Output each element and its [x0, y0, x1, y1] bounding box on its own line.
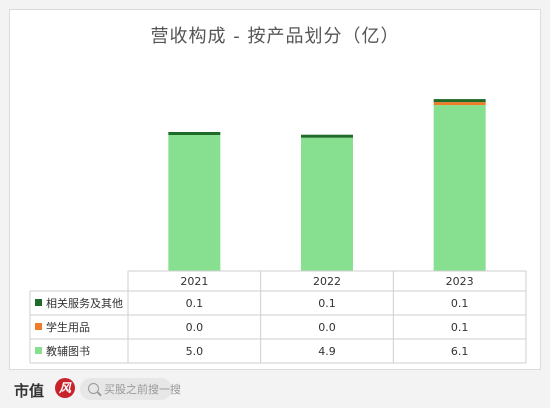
stacked-bar-chart: 2021 2022 2023 相关服务及其他 0.1 0.1 0.1 学生用品 0.0 0.0 0.…: [29, 99, 527, 364]
x-tick-label-2023: 2023: [446, 275, 474, 288]
x-tick-label-2021: 2021: [180, 275, 208, 288]
brand-logo-text: 市值: [14, 382, 45, 400]
footer-bar: 市值 风 买股之前搜一搜: [0, 371, 550, 408]
data-label-series-1-2022: 0.0: [318, 321, 336, 334]
legend-swatch-series-1: [35, 323, 42, 330]
data-label-series-1-2023: 0.1: [451, 321, 469, 334]
data-label-series-2-2021: 0.1: [186, 297, 204, 310]
search-icon: [88, 383, 99, 394]
data-label-series-2-2023: 0.1: [451, 297, 469, 310]
data-label-series-1-2021: 0.0: [186, 321, 204, 334]
bar-2022-series-2: [301, 134, 353, 138]
x-tick-label-2022: 2022: [313, 275, 341, 288]
bar-2023-series-2: [433, 99, 486, 103]
legend-swatch-series-2: [35, 299, 42, 306]
search-box[interactable]: 买股之前搜一搜: [80, 378, 181, 400]
bar-2023-series-0: [433, 105, 486, 271]
data-label-series-2-2022: 0.1: [318, 297, 336, 310]
bar-2021-series-0: [168, 135, 221, 271]
chart-title: 营收构成 - 按产品划分（亿）: [150, 26, 400, 47]
legend-label-series-2: 相关服务及其他: [46, 296, 123, 310]
bar-2021-series-2: [168, 132, 221, 135]
bar-2022-series-0: [301, 137, 353, 271]
search-placeholder: 买股之前搜一搜: [104, 383, 181, 396]
legend-swatch-series-0: [35, 347, 42, 354]
data-label-series-0-2022: 4.9: [318, 345, 336, 358]
data-label-series-0-2023: 6.1: [451, 345, 469, 358]
brand-logo-icon: 风: [55, 378, 75, 398]
bar-2023-series-1: [433, 102, 486, 106]
legend-label-series-1: 学生用品: [46, 320, 90, 334]
data-label-series-0-2021: 5.0: [186, 345, 204, 358]
legend-label-series-0: 教辅图书: [46, 344, 90, 358]
